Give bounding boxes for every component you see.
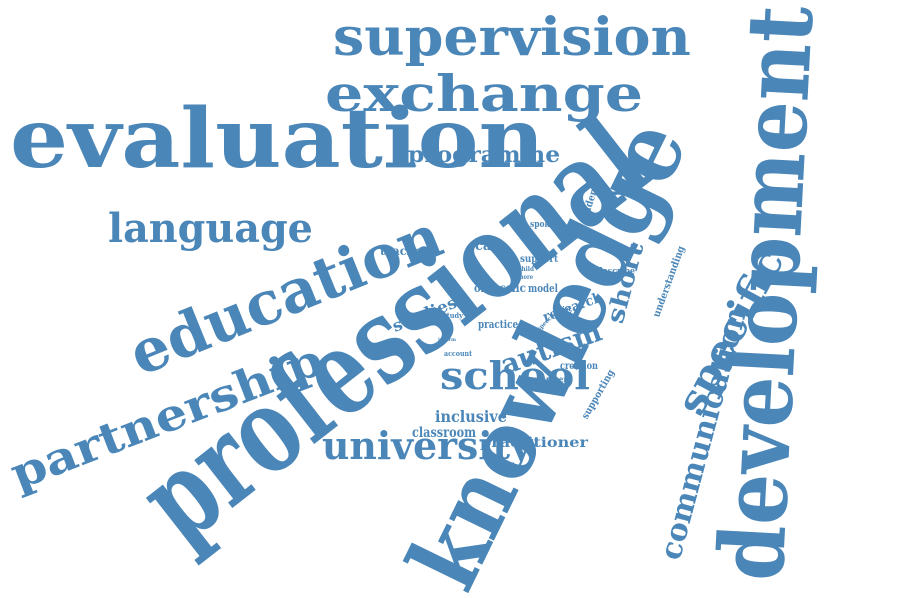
word-spoken: spoken [530,219,560,230]
word-more: more [518,274,534,282]
word-teacher: teacher [380,244,428,259]
word-brief: brief [555,306,571,314]
word-practice: practice [478,317,519,331]
word-researcher: researcher [525,374,568,385]
word-school: school [440,352,591,398]
word-case: case [475,237,507,254]
word-language: language [108,205,313,253]
word-model: model [528,281,558,295]
word-creation: creation [560,360,598,372]
word-author: author [476,240,496,248]
word-child: child [518,266,534,274]
word-describe: describe [597,266,636,277]
word-support: support [520,253,559,265]
word-evaluation: evaluation [10,90,545,187]
word-classroom: classroom [412,424,477,441]
word-inform: inform [438,336,457,343]
word-oral: oral [474,281,497,296]
word-sslic: sslic [500,281,526,296]
word-inclusive: inclusive [435,406,508,426]
word-study: study [443,311,464,321]
word-programme: programme [408,141,561,168]
word-account: account [444,349,473,359]
word-practitioner: practitioner [480,434,588,451]
word-supervision: supervision [333,7,691,69]
word-exchange: exchange [325,64,644,123]
word-university: university [322,422,532,468]
